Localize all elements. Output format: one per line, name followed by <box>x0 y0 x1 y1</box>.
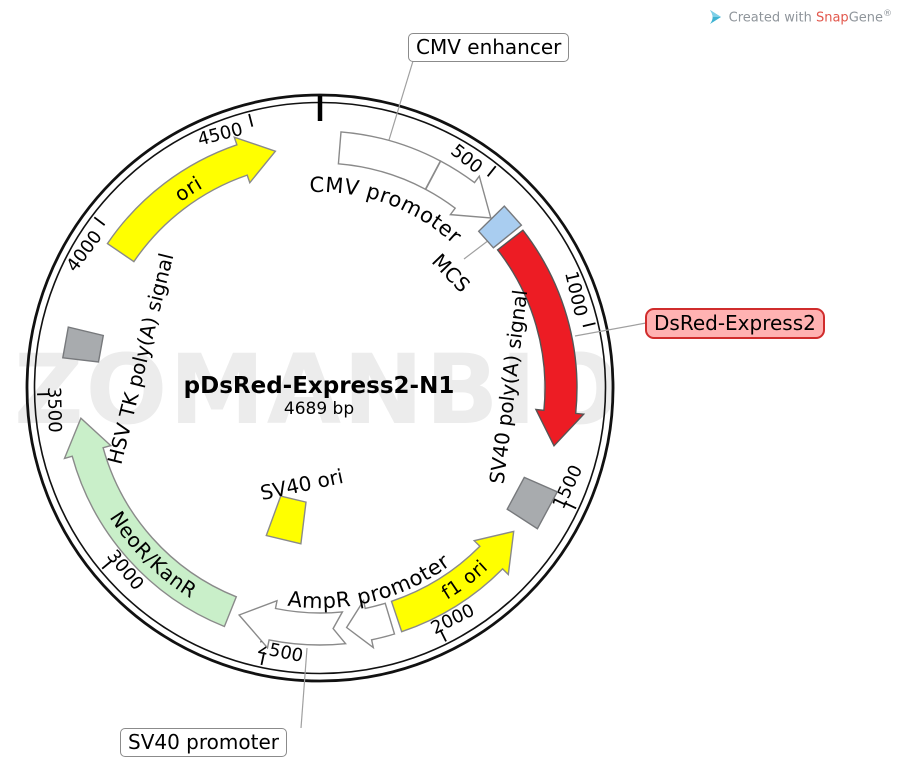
watermark: ZOMANBIO <box>14 334 622 446</box>
tick-2000 <box>439 629 447 642</box>
feature-f1-ori[interactable] <box>390 530 515 633</box>
tick-1000 <box>582 322 596 328</box>
label-cmv-enhancer[interactable]: CMV enhancer <box>408 33 570 62</box>
tick-500 <box>486 165 497 177</box>
credit-gene: Gene <box>848 10 883 26</box>
credit-text: Created with SnapGene® <box>728 9 892 26</box>
feature-sv40-promoter[interactable] <box>237 599 347 650</box>
tick-label-3500: 3500 <box>43 387 65 433</box>
leader-dsred-express2 <box>574 322 647 337</box>
tick-4000 <box>93 216 106 226</box>
feature-sv40-polya[interactable] <box>506 476 559 530</box>
label-dsred-express2[interactable]: DsRed-Express2 <box>645 308 825 339</box>
tick-2500 <box>260 651 266 666</box>
credit-snap: Snap <box>815 10 849 26</box>
label-hsv-tk-polya[interactable]: HSV TK poly(A) signal <box>103 251 179 467</box>
feature-ori[interactable] <box>106 136 277 263</box>
label-sv40-promoter[interactable]: SV40 promoter <box>120 728 287 757</box>
feature-sv40-ori[interactable] <box>265 495 307 545</box>
tick-4500 <box>248 113 254 127</box>
feature-hsv-tk-polya[interactable] <box>61 326 105 363</box>
feature-neor-kanr[interactable] <box>63 417 238 628</box>
credit-registered: ® <box>883 9 892 19</box>
plasmid-size: 4689 bp <box>284 399 354 419</box>
feature-mcs[interactable] <box>477 205 523 249</box>
snapgene-credit: Created with SnapGene® <box>708 9 892 25</box>
tick-1500 <box>563 501 577 510</box>
label-sv40-ori[interactable]: SV40 ori <box>258 464 345 505</box>
tick-3000 <box>101 559 113 570</box>
map-title-group: pDsRed-Express2-N1 4689 bp <box>184 373 455 419</box>
feature-dsred-express2[interactable] <box>496 229 586 448</box>
feature-cmv-promoter[interactable] <box>424 160 492 219</box>
leader-sv40-promoter <box>300 647 308 729</box>
plasmid-name: pDsRed-Express2-N1 <box>184 373 455 399</box>
leader-mcs <box>463 239 490 260</box>
backbone-ring <box>25 93 615 683</box>
feature-ampr-promoter[interactable] <box>345 598 396 650</box>
snapgene-logo-icon <box>709 10 721 25</box>
label-sv40-polya[interactable]: SV40 poly(A) signal <box>485 288 533 485</box>
leader-cmv-enhancer <box>388 60 414 141</box>
